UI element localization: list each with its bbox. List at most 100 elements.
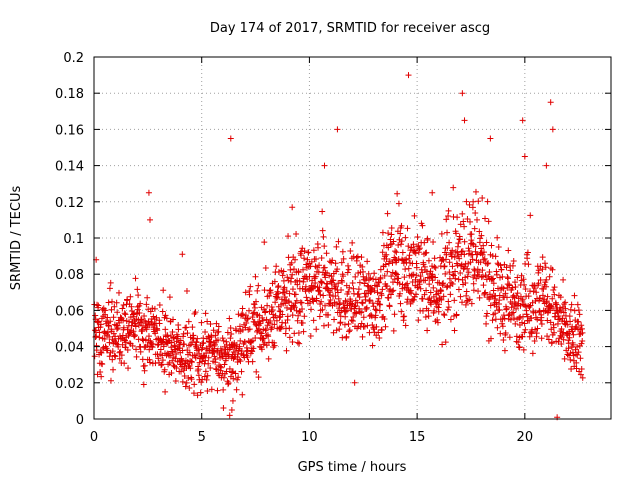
axis-ticks: 0 0.02 0.04 0.06 0.08 0.1 0.12 0.14 0.16 0.18 0.2 0… bbox=[55, 51, 611, 445]
data-point bbox=[490, 275, 497, 282]
data-point bbox=[575, 318, 582, 325]
data-point bbox=[325, 322, 332, 329]
data-point bbox=[134, 286, 141, 293]
data-point bbox=[350, 285, 357, 292]
data-point bbox=[438, 230, 445, 237]
data-point bbox=[491, 295, 498, 302]
data-point bbox=[455, 240, 462, 247]
data-point bbox=[279, 311, 286, 318]
data-point bbox=[201, 373, 208, 380]
data-point bbox=[473, 275, 480, 282]
data-point bbox=[145, 189, 152, 196]
data-point bbox=[375, 279, 382, 286]
data-point bbox=[525, 261, 532, 268]
data-point bbox=[284, 304, 291, 311]
data-point bbox=[286, 290, 293, 297]
data-point bbox=[356, 294, 363, 301]
data-point bbox=[489, 276, 496, 283]
data-point bbox=[419, 295, 426, 302]
data-point bbox=[347, 247, 354, 254]
data-point bbox=[249, 348, 256, 355]
data-point bbox=[337, 319, 344, 326]
data-point bbox=[317, 291, 324, 298]
data-point bbox=[344, 269, 351, 276]
data-point bbox=[446, 239, 453, 246]
data-point bbox=[225, 381, 232, 388]
data-point bbox=[242, 289, 249, 296]
data-point bbox=[348, 300, 355, 307]
data-point bbox=[286, 325, 293, 332]
data-point bbox=[154, 341, 161, 348]
data-point bbox=[318, 255, 325, 262]
data-point bbox=[384, 282, 391, 289]
data-point bbox=[301, 255, 308, 262]
data-point bbox=[385, 244, 392, 251]
data-point bbox=[112, 353, 119, 360]
data-point bbox=[578, 340, 585, 347]
data-point bbox=[560, 276, 567, 283]
data-point bbox=[507, 316, 514, 323]
data-point bbox=[487, 335, 494, 342]
data-point bbox=[204, 387, 211, 394]
data-point bbox=[506, 282, 513, 289]
data-point bbox=[505, 247, 512, 254]
data-point bbox=[479, 251, 486, 258]
data-point bbox=[393, 249, 400, 256]
data-point bbox=[194, 392, 201, 399]
data-point bbox=[550, 286, 557, 293]
data-point bbox=[251, 301, 258, 308]
data-point bbox=[480, 282, 487, 289]
data-point bbox=[252, 335, 259, 342]
x-tick-label: 0 bbox=[90, 430, 98, 445]
data-point bbox=[155, 355, 162, 362]
data-point bbox=[255, 282, 262, 289]
data-point bbox=[422, 277, 429, 284]
data-point bbox=[310, 317, 317, 324]
data-point bbox=[115, 343, 122, 350]
data-point bbox=[509, 284, 516, 291]
data-point bbox=[293, 230, 300, 237]
data-point bbox=[111, 352, 118, 359]
data-point bbox=[339, 248, 346, 255]
data-point bbox=[202, 329, 209, 336]
data-point bbox=[461, 251, 468, 258]
data-point bbox=[422, 250, 429, 257]
data-point bbox=[308, 258, 315, 265]
data-point bbox=[480, 249, 487, 256]
data-point bbox=[307, 333, 314, 340]
data-point bbox=[345, 262, 352, 269]
data-point bbox=[497, 330, 504, 337]
y-tick-label: 0.16 bbox=[55, 123, 84, 138]
data-point bbox=[142, 336, 149, 343]
data-point bbox=[445, 207, 452, 214]
data-point bbox=[442, 256, 449, 263]
data-point bbox=[161, 366, 168, 373]
data-point bbox=[105, 322, 112, 329]
data-point bbox=[233, 327, 240, 334]
data-point bbox=[368, 286, 375, 293]
data-point bbox=[313, 297, 320, 304]
data-point bbox=[363, 304, 370, 311]
data-point bbox=[340, 273, 347, 280]
data-point bbox=[228, 369, 235, 376]
data-point bbox=[101, 336, 108, 343]
data-point bbox=[116, 319, 123, 326]
data-point bbox=[289, 204, 296, 211]
data-point bbox=[225, 379, 232, 386]
data-point bbox=[543, 298, 550, 305]
data-point bbox=[388, 273, 395, 280]
data-point bbox=[241, 339, 248, 346]
data-point bbox=[413, 291, 420, 298]
data-point bbox=[558, 325, 565, 332]
data-point bbox=[139, 336, 146, 343]
data-point bbox=[318, 279, 325, 286]
data-point bbox=[262, 264, 269, 271]
data-point bbox=[143, 301, 150, 308]
data-point bbox=[364, 258, 371, 265]
data-point bbox=[415, 317, 422, 324]
data-point bbox=[132, 323, 139, 330]
data-point bbox=[438, 288, 445, 295]
data-point bbox=[566, 334, 573, 341]
data-point bbox=[259, 314, 266, 321]
data-point bbox=[424, 327, 431, 334]
